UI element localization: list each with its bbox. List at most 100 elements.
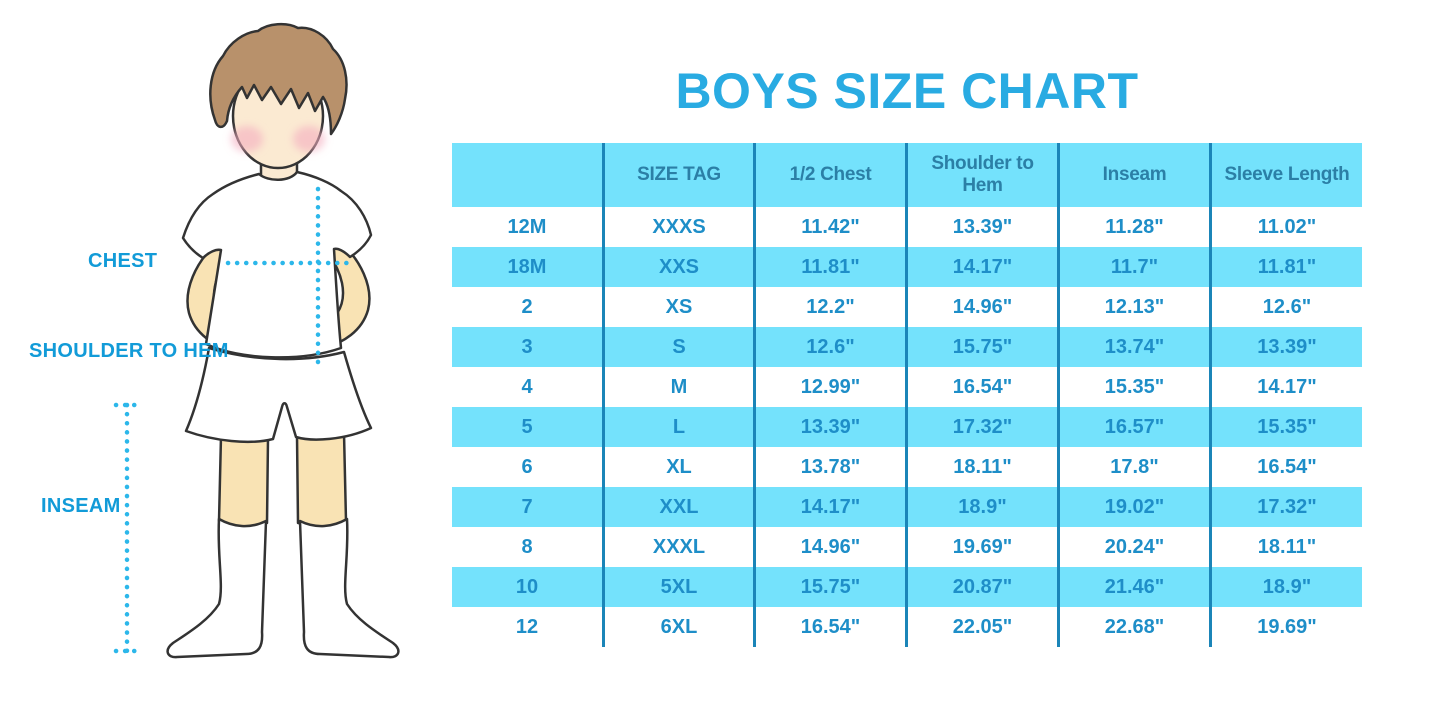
table-cell: 20.87" bbox=[905, 567, 1057, 607]
table-cell: S bbox=[602, 327, 753, 367]
table-row: 4 M 12.99" 16.54" 15.35" 14.17" bbox=[452, 367, 1362, 407]
row-size-label: 12 bbox=[515, 615, 539, 638]
table-cell: 18.11" bbox=[905, 447, 1057, 487]
row-size-label: 4 bbox=[521, 375, 533, 398]
boy-sock-left bbox=[166, 517, 268, 659]
table-cell: 20.24" bbox=[1057, 527, 1209, 567]
table-row: 12M XXXS 11.42" 13.39" 11.28" 11.02" bbox=[452, 207, 1362, 247]
table-cell: XL bbox=[602, 447, 753, 487]
boy-leg-left bbox=[217, 434, 270, 528]
table-row: 18M XXS 11.81" 14.17" 11.7" 11.81" bbox=[452, 247, 1362, 287]
measurement-figure: CHEST SHOULDER TO HEM INSEAM bbox=[0, 0, 445, 723]
table-cell: 18.11" bbox=[1209, 527, 1362, 567]
table-cell: 19.69" bbox=[905, 527, 1057, 567]
table-cell: 14.17" bbox=[753, 487, 905, 527]
table-cell: 11.42" bbox=[753, 207, 905, 247]
table-cell: 11.28" bbox=[1057, 207, 1209, 247]
table-cell: 14.17" bbox=[1209, 367, 1362, 407]
column-header: Sleeve Length bbox=[1209, 143, 1362, 207]
table-cell: 11.81" bbox=[753, 247, 905, 287]
table-row: 12 6XL 16.54" 22.05" 22.68" 19.69" bbox=[452, 607, 1362, 647]
table-cell: 11.7" bbox=[1057, 247, 1209, 287]
table-cell: 12.6" bbox=[753, 327, 905, 367]
table-cell: 12.13" bbox=[1057, 287, 1209, 327]
table-cell: 22.05" bbox=[905, 607, 1057, 647]
row-size-label: 6 bbox=[521, 455, 533, 478]
table-cell: XXXL bbox=[602, 527, 753, 567]
table-cell: 22.68" bbox=[1057, 607, 1209, 647]
boy-leg-right bbox=[295, 431, 348, 528]
table-cell: 16.54" bbox=[905, 367, 1057, 407]
table-cell: 11.02" bbox=[1209, 207, 1362, 247]
table-row: 8 XXXL 14.96" 19.69" 20.24" 18.11" bbox=[452, 527, 1362, 567]
shoulder-to-hem-label: SHOULDER TO HEM bbox=[29, 340, 229, 362]
measurement-guides bbox=[113, 186, 353, 654]
table-row: 5 L 13.39" 17.32" 16.57" 15.35" bbox=[452, 407, 1362, 447]
table-cell: 12.2" bbox=[753, 287, 905, 327]
table-cell: XXXS bbox=[602, 207, 753, 247]
table-cell: 15.35" bbox=[1209, 407, 1362, 447]
table-cell: XXL bbox=[602, 487, 753, 527]
table-cell: 13.39" bbox=[1209, 327, 1362, 367]
table-cell: 11.81" bbox=[1209, 247, 1362, 287]
table-cell: 15.35" bbox=[1057, 367, 1209, 407]
chest-label: CHEST bbox=[88, 250, 158, 272]
table-cell: 12.6" bbox=[1209, 287, 1362, 327]
boy-shorts bbox=[184, 346, 373, 444]
table-cell: 16.54" bbox=[1209, 447, 1362, 487]
table-cell: 17.8" bbox=[1057, 447, 1209, 487]
table-cell: 16.57" bbox=[1057, 407, 1209, 447]
table-cell: 14.96" bbox=[753, 527, 905, 567]
size-chart-table: SIZE TAG 1/2 Chest Shoulder to Hem Inseam Sl… bbox=[452, 143, 1362, 647]
table-cell: 13.39" bbox=[753, 407, 905, 447]
table-cell: XS bbox=[602, 287, 753, 327]
boy-hair bbox=[209, 22, 348, 136]
column-header: Shoulder to Hem bbox=[905, 143, 1057, 207]
table-cell: 14.96" bbox=[905, 287, 1057, 327]
table-cell: 15.75" bbox=[905, 327, 1057, 367]
table-row: 7 XXL 14.17" 18.9" 19.02" 17.32" bbox=[452, 487, 1362, 527]
row-size-label: 8 bbox=[521, 535, 533, 558]
table-cell: 12.99" bbox=[753, 367, 905, 407]
row-size-label: 5 bbox=[521, 415, 533, 438]
column-header: SIZE TAG bbox=[602, 143, 753, 207]
table-row: 10 5XL 15.75" 20.87" 21.46" 18.9" bbox=[452, 567, 1362, 607]
table-cell: 6XL bbox=[602, 607, 753, 647]
row-size-label: 18M bbox=[507, 255, 547, 278]
column-header-empty bbox=[452, 143, 602, 207]
table-cell: M bbox=[602, 367, 753, 407]
boy-cheek-left bbox=[231, 126, 263, 152]
boy-illustration bbox=[113, 22, 400, 659]
table-cell: 17.32" bbox=[905, 407, 1057, 447]
table-cell: 19.69" bbox=[1209, 607, 1362, 647]
table-cell: 13.78" bbox=[753, 447, 905, 487]
table-row: 2 XS 12.2" 14.96" 12.13" 12.6" bbox=[452, 287, 1362, 327]
table-row: 6 XL 13.78" 18.11" 17.8" 16.54" bbox=[452, 447, 1362, 487]
boy-cheek-right bbox=[293, 126, 325, 152]
table-cell: 16.54" bbox=[753, 607, 905, 647]
row-size-label: 10 bbox=[515, 575, 539, 598]
table-cell: L bbox=[602, 407, 753, 447]
table-cell: 18.9" bbox=[1209, 567, 1362, 607]
table-cell: 13.39" bbox=[905, 207, 1057, 247]
page-title: BOYS SIZE CHART bbox=[675, 62, 1139, 119]
table-cell: 15.75" bbox=[753, 567, 905, 607]
table-cell: 21.46" bbox=[1057, 567, 1209, 607]
row-size-label: 2 bbox=[521, 295, 533, 318]
column-header: Inseam bbox=[1057, 143, 1209, 207]
inseam-label: INSEAM bbox=[41, 495, 121, 517]
table-cell: 17.32" bbox=[1209, 487, 1362, 527]
table-cell: XXS bbox=[602, 247, 753, 287]
boy-sock-right bbox=[298, 517, 400, 659]
table-body: 12M XXXS 11.42" 13.39" 11.28" 11.02" 18M XXS 11.… bbox=[452, 207, 1362, 647]
table-cell: 13.74" bbox=[1057, 327, 1209, 367]
table-cell: 19.02" bbox=[1057, 487, 1209, 527]
row-size-label: 3 bbox=[521, 335, 533, 358]
table-header-row: SIZE TAG 1/2 Chest Shoulder to Hem Inseam Sl… bbox=[452, 143, 1362, 207]
table-cell: 18.9" bbox=[905, 487, 1057, 527]
table-row: 3 S 12.6" 15.75" 13.74" 13.39" bbox=[452, 327, 1362, 367]
column-header: 1/2 Chest bbox=[753, 143, 905, 207]
row-size-label: 12M bbox=[507, 215, 547, 238]
row-size-label: 7 bbox=[521, 495, 533, 518]
